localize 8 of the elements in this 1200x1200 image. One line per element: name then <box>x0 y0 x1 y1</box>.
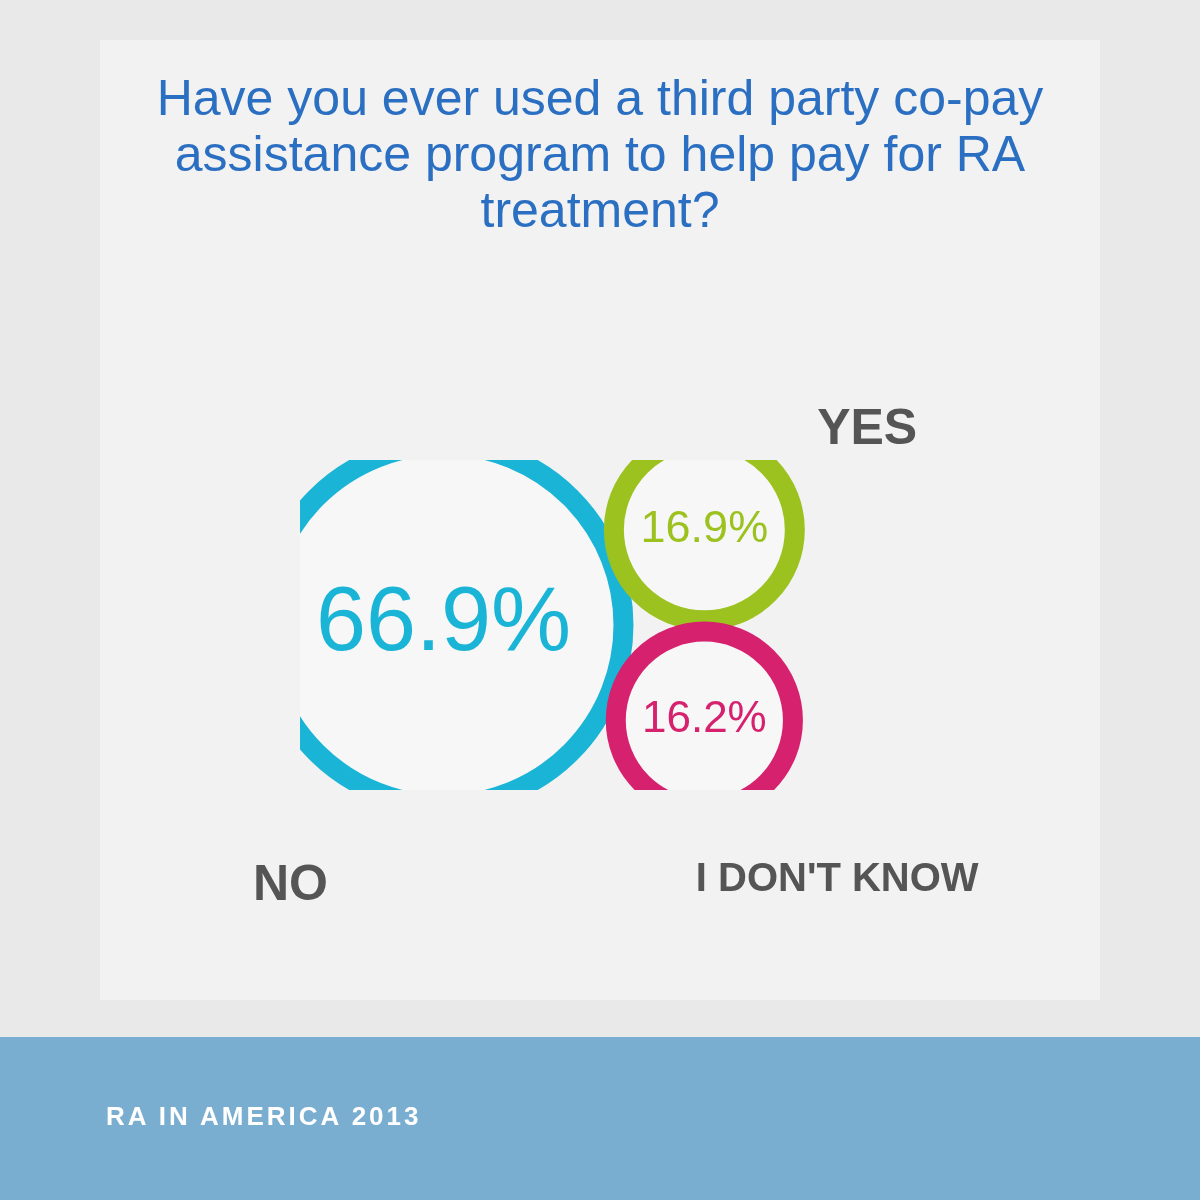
category-label: NO <box>252 854 328 911</box>
data-label: 66.9% <box>315 568 572 669</box>
data-label: 16.2% <box>641 692 767 742</box>
data-label: 16.9% <box>640 501 769 553</box>
text: Have you ever used a third party co-pay assistance program to help pay for RA treatment? <box>155 70 1045 238</box>
text: RA IN AMERICA 2013 <box>106 1101 422 1132</box>
category-label: I DON'T KNOW <box>695 854 979 899</box>
category-label: YES <box>817 399 918 456</box>
